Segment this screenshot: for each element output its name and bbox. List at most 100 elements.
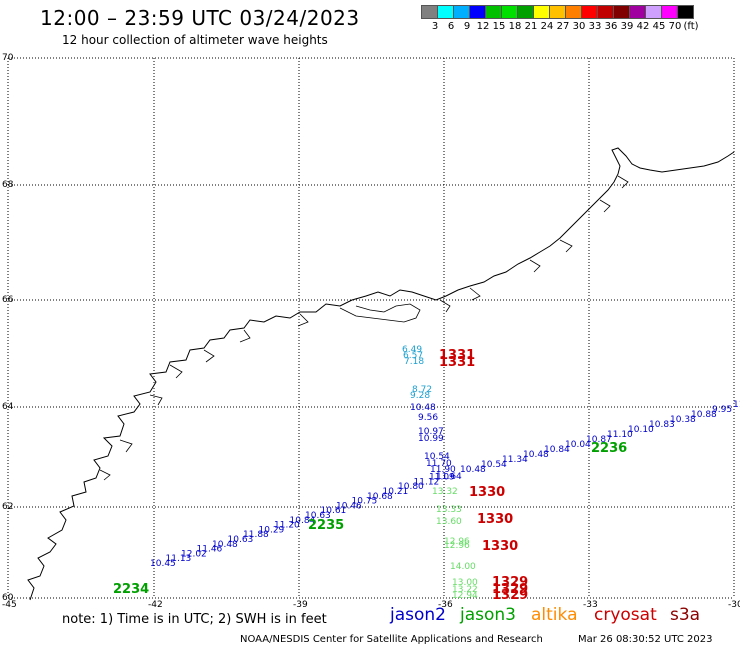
swh-value-jason2: 10.88 bbox=[691, 410, 717, 420]
time-label: 1329 bbox=[492, 588, 528, 603]
timestamp-line: Mar 26 08:30:52 UTC 2023 bbox=[578, 634, 713, 645]
y-tick-label: 70 bbox=[2, 53, 14, 63]
legend-jason2: jason2 bbox=[390, 605, 446, 625]
map-frame bbox=[7, 57, 735, 599]
x-tick-label: -42 bbox=[148, 600, 163, 610]
scale-label: 33 bbox=[588, 21, 602, 32]
scale-label: 27 bbox=[556, 21, 570, 32]
time-label: 1329 bbox=[492, 582, 528, 597]
swh-value-jason2: 10.61 bbox=[321, 506, 347, 516]
swh-value-jason2: 10.54 bbox=[481, 460, 507, 470]
swh-value-jason2: 10.80 bbox=[398, 482, 424, 492]
y-tick-label: 62 bbox=[2, 502, 14, 512]
swh-value-jason2: 8.72 bbox=[412, 385, 432, 395]
legend-s3a: s3a bbox=[670, 605, 701, 625]
swh-value-jason2: 10.04 bbox=[565, 440, 591, 450]
scale-label: 36 bbox=[604, 21, 618, 32]
swh-value-jason2: 10.75 bbox=[352, 497, 378, 507]
swh-value-jason2: 11.12 bbox=[414, 477, 440, 487]
y-tick-label: 68 bbox=[2, 180, 14, 190]
scale-label: 9 bbox=[463, 21, 471, 32]
swh-value-jason2: 10.84 bbox=[544, 445, 570, 455]
time-label: 2235 bbox=[308, 518, 344, 533]
swh-value-jason2: 10.48 bbox=[460, 465, 486, 475]
swh-value-jason2: 11.0 bbox=[733, 400, 740, 410]
swh-value-jason3: 12.96 bbox=[444, 541, 470, 551]
scale-label: 70 bbox=[668, 21, 682, 32]
swh-value-jason2: 9.95 bbox=[712, 405, 732, 415]
time-label: 2234 bbox=[113, 582, 149, 597]
swh-value-jason3: 13.00 bbox=[452, 578, 478, 588]
scale-label: 18 bbox=[508, 21, 522, 32]
swh-value-jason2: 10.97 bbox=[418, 427, 444, 437]
swh-value-jason2: 11.13 bbox=[166, 554, 192, 564]
swh-value-jason2: 10.10 bbox=[628, 425, 654, 435]
swh-value-jason3: 12.96 bbox=[444, 537, 470, 547]
time-label: 2236 bbox=[591, 441, 627, 456]
altimeter-tracks: 10.4511.1312.0211.4610.4810.6311.8810.29… bbox=[113, 345, 740, 603]
swh-value-jason2: 11.34 bbox=[502, 455, 528, 465]
time-label: 1329 bbox=[492, 575, 528, 590]
swh-value-jason2: 10.48 bbox=[523, 450, 549, 460]
time-label: 1330 bbox=[469, 485, 505, 500]
scale-label: 21 bbox=[524, 21, 538, 32]
swh-value-jason3: 13.22 bbox=[452, 585, 478, 595]
scale-label: 30 bbox=[572, 21, 586, 32]
scale-label: 12 bbox=[476, 21, 490, 32]
swh-value-jason2: 11.09 bbox=[429, 473, 455, 483]
scale-swatch bbox=[677, 5, 694, 19]
swh-value-jason2: 10.29 bbox=[259, 525, 285, 535]
y-tick-label: 60 bbox=[2, 593, 14, 603]
x-tick-label: -36 bbox=[438, 600, 453, 610]
swh-value-jason2: 11.70 bbox=[426, 459, 452, 469]
swh-value-jason2: 10.48 bbox=[410, 403, 436, 413]
time-label: 1330 bbox=[482, 539, 518, 554]
time-label: 1331 bbox=[439, 355, 475, 370]
legend-cryosat: cryosat bbox=[594, 605, 657, 625]
swh-value-jason2: 10.99 bbox=[418, 434, 444, 444]
swh-value-jason3: 13.60 bbox=[436, 517, 462, 527]
swh-value-jason2: 10.54 bbox=[424, 452, 450, 462]
swh-value-altika: 6.57 bbox=[403, 351, 423, 361]
greenland-coastline bbox=[27, 147, 735, 601]
x-tick-label: -33 bbox=[583, 600, 598, 610]
swh-value-altika: 7.18 bbox=[404, 357, 424, 367]
swh-value-jason2: 10.63 bbox=[228, 535, 254, 545]
swh-value-altika: 6.49 bbox=[402, 345, 422, 355]
legend-jason3: jason3 bbox=[460, 605, 516, 625]
swh-value-jason2: 11.46 bbox=[197, 545, 223, 555]
x-tick-label: -39 bbox=[293, 600, 308, 610]
swh-value-jason2: 10.83 bbox=[649, 420, 675, 430]
swh-value-jason2: 11.20 bbox=[274, 521, 300, 531]
page-title: 12:00 – 23:59 UTC 03/24/2023 bbox=[40, 6, 360, 30]
credit-line: NOAA/NESDIS Center for Satellite Applica… bbox=[240, 634, 543, 645]
scale-label: 39 bbox=[620, 21, 634, 32]
swh-value-jason3: 13.33 bbox=[436, 505, 462, 515]
swh-value-jason3: 14.00 bbox=[450, 562, 476, 572]
swh-value-jason2: 11.88 bbox=[243, 530, 269, 540]
swh-value-jason2: 10.87 bbox=[586, 435, 612, 445]
swh-value-jason2: 10.38 bbox=[670, 415, 696, 425]
swh-value-jason2: 11.64 bbox=[436, 472, 462, 482]
scale-label: 42 bbox=[636, 21, 650, 32]
y-tick-label: 66 bbox=[2, 295, 14, 305]
time-label: 1331 bbox=[439, 348, 475, 363]
legend-altika: altika bbox=[531, 605, 578, 625]
scale-label: 3 bbox=[431, 21, 439, 32]
y-tick-label: 64 bbox=[2, 402, 14, 412]
footer-note: note: 1) Time is in UTC; 2) SWH is in fe… bbox=[62, 612, 327, 627]
swh-value-jason3: 13.32 bbox=[432, 487, 458, 497]
x-tick-label: -30 bbox=[728, 600, 740, 610]
x-tick-label: -45 bbox=[2, 600, 17, 610]
swh-value-jason2: 10.63 bbox=[305, 511, 331, 521]
swh-value-jason2: 10.48 bbox=[212, 540, 238, 550]
scale-label: 24 bbox=[540, 21, 554, 32]
swh-value-jason2: 12.02 bbox=[181, 549, 207, 559]
swh-value-jason2: 10.45 bbox=[150, 559, 176, 569]
scale-label: 15 bbox=[492, 21, 506, 32]
coastline-fjords bbox=[99, 175, 629, 481]
page-subtitle: 12 hour collection of altimeter wave hei… bbox=[62, 33, 328, 47]
swh-value-jason2: 10.68 bbox=[367, 492, 393, 502]
scale-label: 45 bbox=[652, 21, 666, 32]
